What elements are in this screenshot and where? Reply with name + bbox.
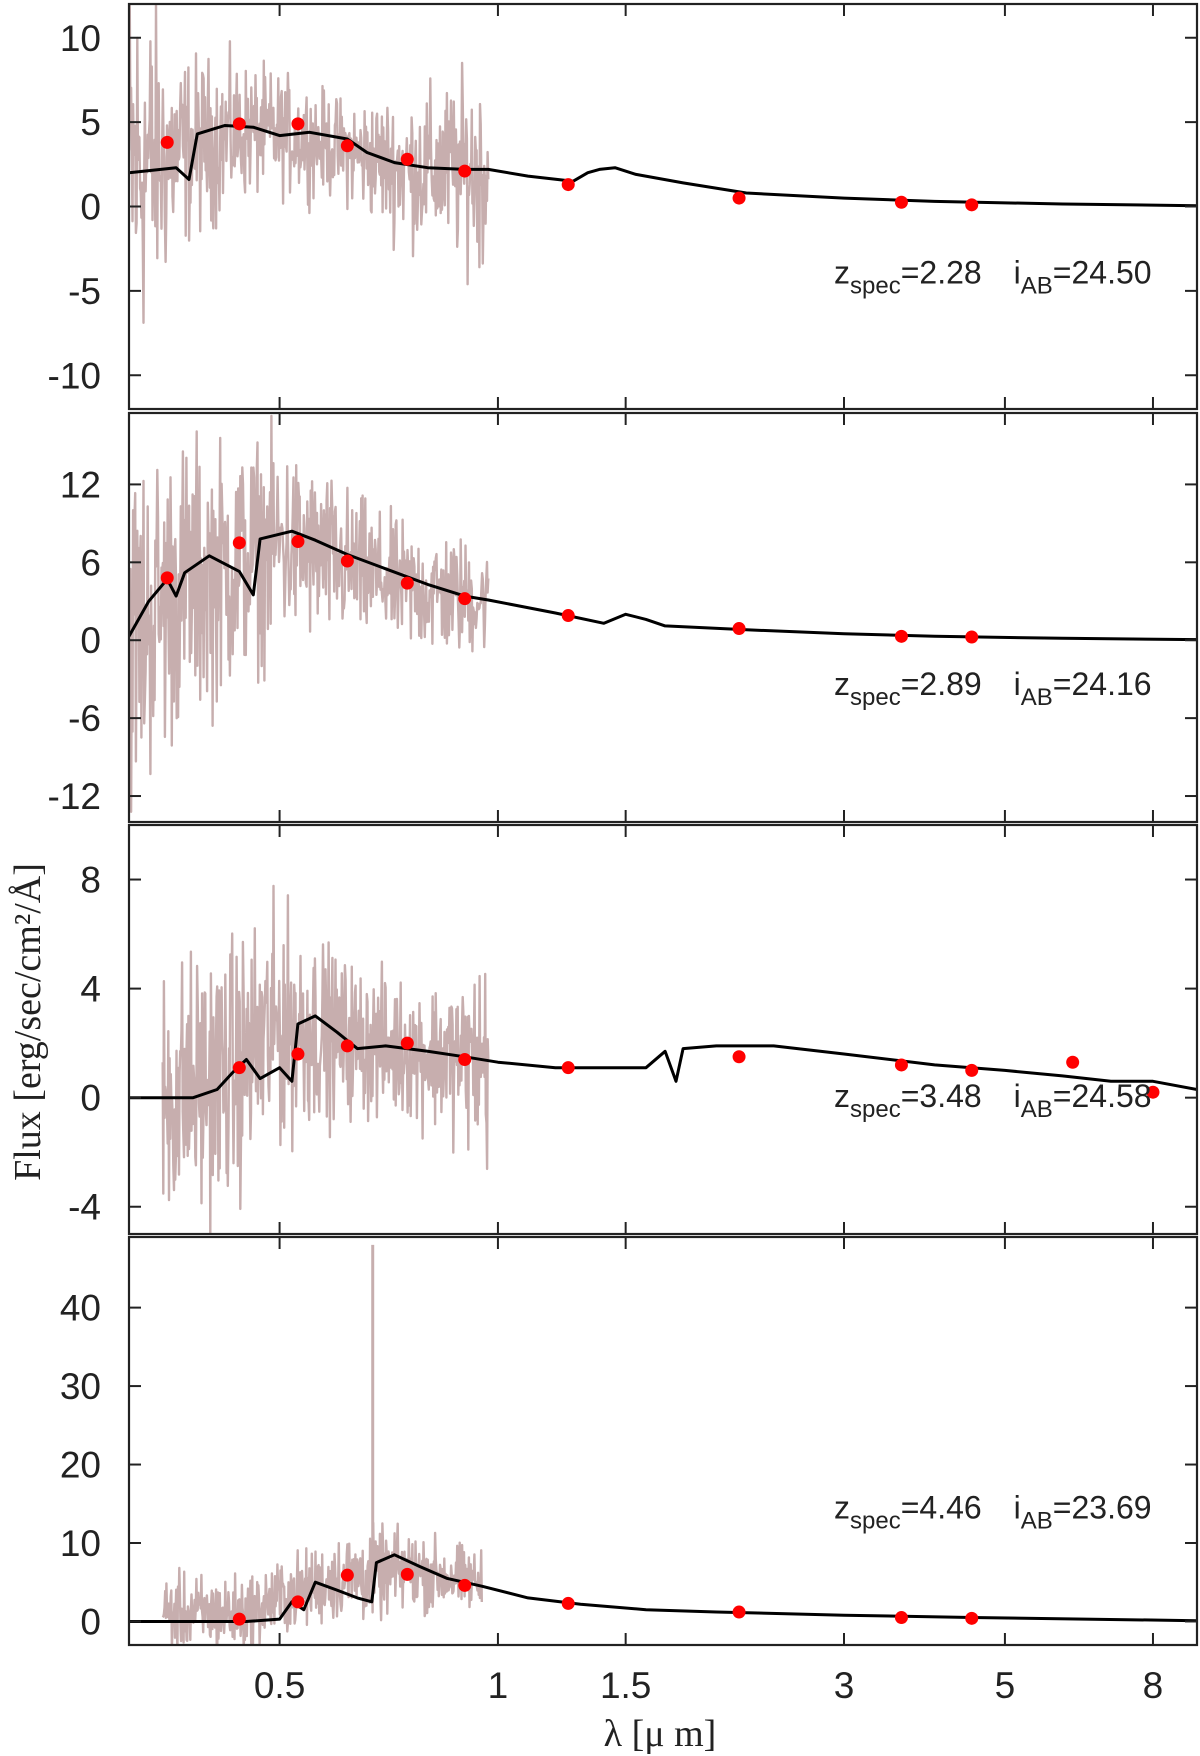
photometry-point xyxy=(400,576,414,590)
x-tick-label: 5 xyxy=(995,1665,1016,1706)
panels-layer: 10 5 0 -5 -10 zspec=2.28 iAB=24.50 12 6 0 -6 -12 zs… xyxy=(48,2,1199,1647)
y-tick-label: 0 xyxy=(80,187,101,228)
y-tick-label: -6 xyxy=(68,698,101,739)
model-sed-line xyxy=(129,1014,1197,1100)
panel-frame xyxy=(127,2,1199,411)
panel-4: 40 30 20 10 0 zspec=4.46 iAB=23.69 xyxy=(60,1235,1199,1647)
y-tick-label: -12 xyxy=(48,776,101,817)
photometry-point xyxy=(732,191,746,205)
observed-spectrum xyxy=(129,414,490,813)
y-tick-label: 0 xyxy=(80,1078,101,1119)
photometry-point xyxy=(340,554,354,568)
y-tick-label: 0 xyxy=(80,1601,101,1642)
photometry-point xyxy=(965,1611,979,1625)
photometry-point xyxy=(894,195,908,209)
photometry-point xyxy=(1146,1085,1160,1099)
y-tick-label: 10 xyxy=(60,18,101,59)
photometry-point xyxy=(232,1061,246,1075)
panel-3: 8 4 0 -4 zspec=3.48 iAB=24.58 xyxy=(68,823,1199,1236)
x-tick-label: 0.5 xyxy=(254,1665,305,1706)
photometry-point xyxy=(894,1611,908,1625)
panel-frame xyxy=(127,823,1199,1236)
y-tick-label: 5 xyxy=(80,102,101,143)
panel-frame xyxy=(127,411,1199,824)
photometry-point xyxy=(400,1567,414,1581)
photometry-point xyxy=(965,1063,979,1077)
plot-area xyxy=(129,1244,1197,1645)
photometry-point xyxy=(232,117,246,131)
photometry-point xyxy=(732,1050,746,1064)
panel-annotation: zspec=2.89 iAB=24.16 xyxy=(834,666,1152,711)
photometry-point xyxy=(160,571,174,585)
x-axis-title: λ [μ m] xyxy=(604,1713,717,1755)
y-tick-label: 20 xyxy=(60,1445,101,1486)
photometry-point xyxy=(160,135,174,149)
photometry-point xyxy=(340,1039,354,1053)
y-tick-label: 4 xyxy=(80,969,101,1010)
photometry-point xyxy=(894,1058,908,1072)
photometry-point xyxy=(965,630,979,644)
photometry-point xyxy=(232,536,246,550)
observed-spectrum xyxy=(161,1521,483,1645)
photometry-point xyxy=(732,622,746,636)
y-tick-label: 40 xyxy=(60,1288,101,1329)
photometry-point xyxy=(291,535,305,549)
y-tick-label: -4 xyxy=(68,1187,101,1228)
y-tick-label: 12 xyxy=(60,464,101,505)
model-sed-line xyxy=(129,124,1197,208)
panel-annotation: zspec=3.48 iAB=24.58 xyxy=(834,1078,1152,1123)
plot-area xyxy=(129,884,1197,1234)
panel-annotation: zspec=2.28 iAB=24.50 xyxy=(834,254,1152,299)
photometry-point xyxy=(458,164,472,178)
photometry-point xyxy=(458,1052,472,1066)
y-tick-label: 8 xyxy=(80,860,101,901)
x-tick-label: 8 xyxy=(1143,1665,1164,1706)
photometry-point xyxy=(291,117,305,131)
photometry-point xyxy=(400,1036,414,1050)
y-tick-label: -5 xyxy=(68,271,101,312)
photometry-point xyxy=(340,1568,354,1582)
plot-area xyxy=(129,4,1197,324)
x-tick-label: 1 xyxy=(488,1665,509,1706)
panel-2: 12 6 0 -6 -12 zspec=2.89 iAB=24.16 xyxy=(48,411,1199,824)
photometry-point xyxy=(965,198,979,212)
y-tick-label: 6 xyxy=(80,542,101,583)
photometry-point xyxy=(232,1612,246,1626)
photometry-point xyxy=(561,1596,575,1610)
x-tick-label: 3 xyxy=(834,1665,855,1706)
photometry-point xyxy=(340,139,354,153)
panel-annotation: zspec=4.46 iAB=23.69 xyxy=(834,1490,1152,1535)
y-tick-label: -10 xyxy=(48,355,101,396)
observed-spectrum xyxy=(129,4,490,324)
y-tick-label: 30 xyxy=(60,1366,101,1407)
plot-area xyxy=(129,414,1197,813)
photometry-point xyxy=(561,609,575,623)
x-axis: 0.5 1 1.5 3 5 8 xyxy=(254,1665,1163,1706)
y-axis-title: Flux [erg/sec/cm²/Å] xyxy=(7,863,49,1181)
y-tick-label: 10 xyxy=(60,1523,101,1564)
photometry-point xyxy=(291,1595,305,1609)
photometry-point xyxy=(894,629,908,643)
photometry-point xyxy=(400,152,414,166)
photometry-point xyxy=(458,592,472,606)
panel-frame xyxy=(127,1235,1199,1647)
photometry-point xyxy=(561,1061,575,1075)
y-tick-label: 0 xyxy=(80,620,101,661)
observed-spectrum xyxy=(161,884,490,1234)
x-tick-label: 1.5 xyxy=(600,1665,651,1706)
photometry-point xyxy=(291,1047,305,1061)
panel-1: 10 5 0 -5 -10 zspec=2.28 iAB=24.50 xyxy=(48,2,1199,411)
photometry-point xyxy=(732,1605,746,1619)
photometry-point xyxy=(458,1578,472,1592)
photometry-point xyxy=(1066,1055,1080,1069)
photometry-point xyxy=(561,178,575,192)
